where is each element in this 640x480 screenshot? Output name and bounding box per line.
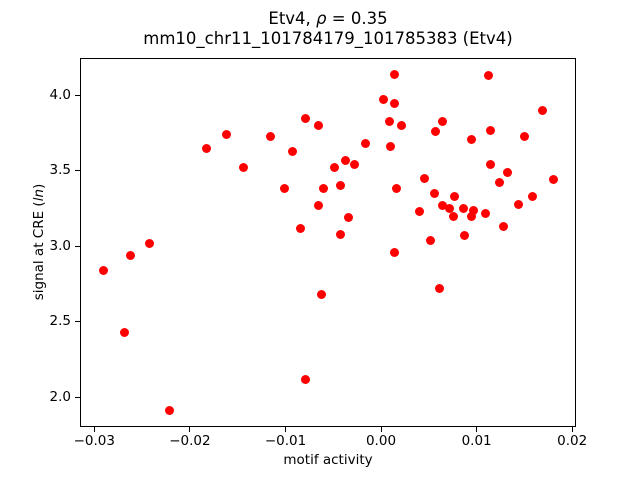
data-point [527,192,537,201]
x-tick-label: −0.03 [73,432,115,449]
data-point [145,238,155,248]
data-point [396,121,406,131]
data-point [317,290,327,299]
data-point [389,69,399,79]
data-point [548,175,558,185]
data-point [485,125,495,135]
data-point [378,95,388,105]
x-tick [476,427,478,433]
x-tick [189,427,191,433]
data-point [201,143,211,153]
data-point [385,116,395,126]
y-tick-label: 3.5 [49,162,71,179]
data-point [426,235,436,245]
data-point [361,139,371,149]
plot-area [80,58,576,427]
rho-symbol: ρ [316,9,327,28]
chart-title-block: Etv4, ρ = 0.35 mm10_chr11_101784179_1017… [80,9,576,48]
data-point [313,121,323,131]
chart-title: Etv4, ρ = 0.35 [80,9,576,29]
y-tick-label: 4.0 [49,86,71,103]
data-point [391,184,401,194]
data-point [99,265,109,275]
data-point [336,229,346,239]
chart-title-pre: Etv4, [268,9,317,28]
data-point [238,163,248,173]
data-point [538,106,548,115]
data-point [483,71,493,81]
data-point [431,127,440,137]
y-tick [75,170,80,172]
x-tick-label: −0.02 [169,432,211,449]
data-point [287,146,297,156]
data-point [459,231,469,241]
data-point [458,204,468,214]
data-point [349,160,359,170]
data-point [469,205,479,215]
x-tick [93,427,95,433]
data-point [126,250,136,260]
x-tick [285,427,286,433]
data-point [296,223,306,233]
y-tick-label: 2.5 [49,313,71,330]
x-tick-label: 0.00 [365,432,397,449]
data-point [301,374,310,384]
y-tick [75,321,80,323]
data-point [386,142,396,152]
data-point [280,184,289,194]
y-axis-label-post: ) [31,183,47,189]
data-point [341,155,351,165]
y-tick-label: 2.0 [49,388,71,405]
data-point [414,207,424,217]
y-tick [75,94,80,96]
data-point [486,160,496,170]
y-tick [75,396,80,398]
y-axis-label-ln: ln [31,188,47,202]
data-point [519,131,529,141]
x-tick-label: 0.02 [557,432,588,449]
data-point [336,181,346,191]
data-point [437,116,447,126]
data-point [329,163,339,173]
data-point [498,222,508,232]
data-point [450,192,460,201]
data-point [120,327,130,337]
data-point [419,173,429,183]
data-point [165,406,175,416]
data-point [480,208,490,218]
data-point [344,213,353,223]
data-point [430,189,440,198]
y-tick-label: 3.0 [49,237,71,254]
x-axis-label: motif activity [283,452,373,468]
x-tick [571,427,573,433]
x-tick-label: −0.01 [264,432,307,449]
data-point [514,199,524,209]
data-point [389,247,399,257]
data-point [449,211,459,221]
data-point [467,211,477,221]
chart-title-post: = 0.35 [326,9,388,28]
data-point [314,201,324,210]
y-tick [75,245,80,247]
x-tick-label: 0.01 [461,432,492,449]
data-point [434,284,444,293]
data-point [389,98,399,108]
data-point [319,184,329,194]
chart-subtitle: mm10_chr11_101784179_101785383 (Etv4) [143,28,513,48]
x-tick [380,427,382,433]
data-point [467,134,477,144]
data-point [437,201,447,210]
data-point [495,178,504,188]
data-point [265,131,275,141]
data-point [301,113,310,123]
data-point [445,204,455,214]
data-point [221,130,231,140]
data-point [502,167,512,177]
